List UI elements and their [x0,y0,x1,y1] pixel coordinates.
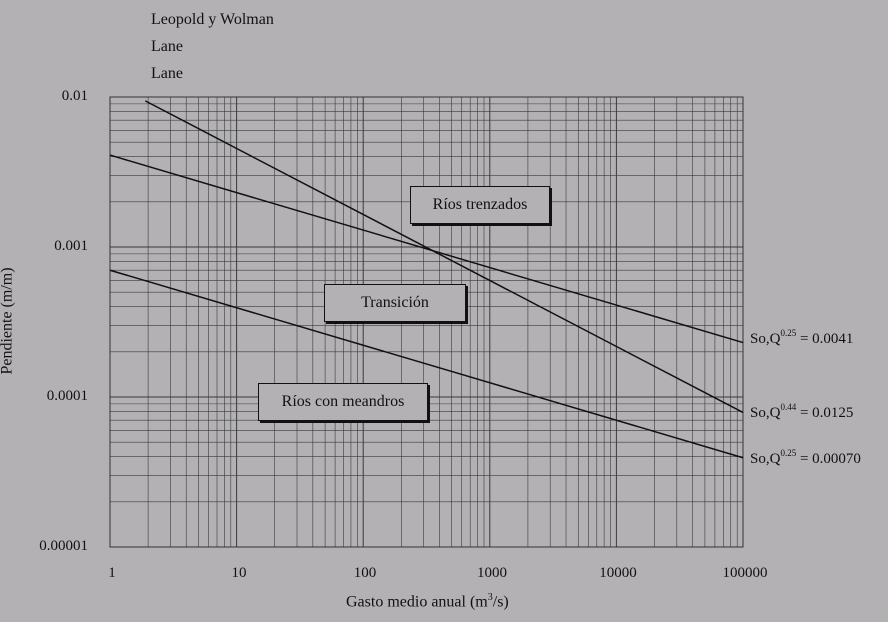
series-label-0-constant: = 0.0041 [796,331,854,347]
series-line-0 [109,154,744,344]
x-axis-title-prefix: Gasto medio anual (m [346,593,488,611]
region-label-rios-trenzados: Ríos trenzados [410,186,550,224]
grid-lines-y [110,103,743,548]
x-tick-label-3: 1000 [477,565,507,581]
x-axis-title: Gasto medio anual (m3/s) [346,592,509,611]
y-tick-label-3: 0.00001 [39,538,88,554]
series-line-1 [144,100,744,414]
series-label-2-exponent: 0.25 [780,448,797,458]
series-label-1-constant: = 0.0125 [796,405,854,421]
y-axis-title: Pendiente (m/m) [0,267,16,375]
series-label-1-prefix: So,Q [750,405,781,421]
series-label-0-exponent: 0.25 [780,328,797,338]
series-label-2: So,Q0.25 = 0.00070 [750,448,861,468]
x-tick-label-2: 100 [353,565,377,581]
y-tick-label-2: 0.0001 [46,388,88,404]
legend-entry-leopold-wolman: Leopold y Wolman [151,11,274,28]
series-label-1: So,Q0.44 = 0.0125 [750,402,854,422]
x-tick-label-1: 10 [231,565,247,581]
series-line-2 [109,269,744,459]
grid-lines-x [109,97,738,547]
legend-entry-lane-1: Lane [151,38,183,55]
series-label-2-constant: = 0.00070 [796,451,861,467]
x-tick-label-4: 10000 [599,565,637,581]
x-axis-title-sup: 3 [487,592,493,603]
series-label-0-prefix: So,Q [750,331,781,347]
y-tick-label-0: 0.01 [61,88,88,104]
series-label-1-exponent: 0.44 [780,402,797,412]
x-tick-label-0: 1 [108,565,116,581]
x-tick-label-5: 100000 [722,565,768,581]
region-label-rios-con-meandros: Ríos con meandros [258,383,428,421]
series-label-0: So,Q0.25 = 0.0041 [750,328,854,348]
legend-entry-lane-2: Lane [151,65,183,82]
series-label-2-prefix: So,Q [750,451,781,467]
plot-frame [109,96,744,548]
series-lines [109,100,744,459]
y-tick-label-1: 0.001 [54,238,88,254]
x-axis-title-suffix: /s) [492,593,509,611]
region-label-transicion: Transición [324,284,466,322]
